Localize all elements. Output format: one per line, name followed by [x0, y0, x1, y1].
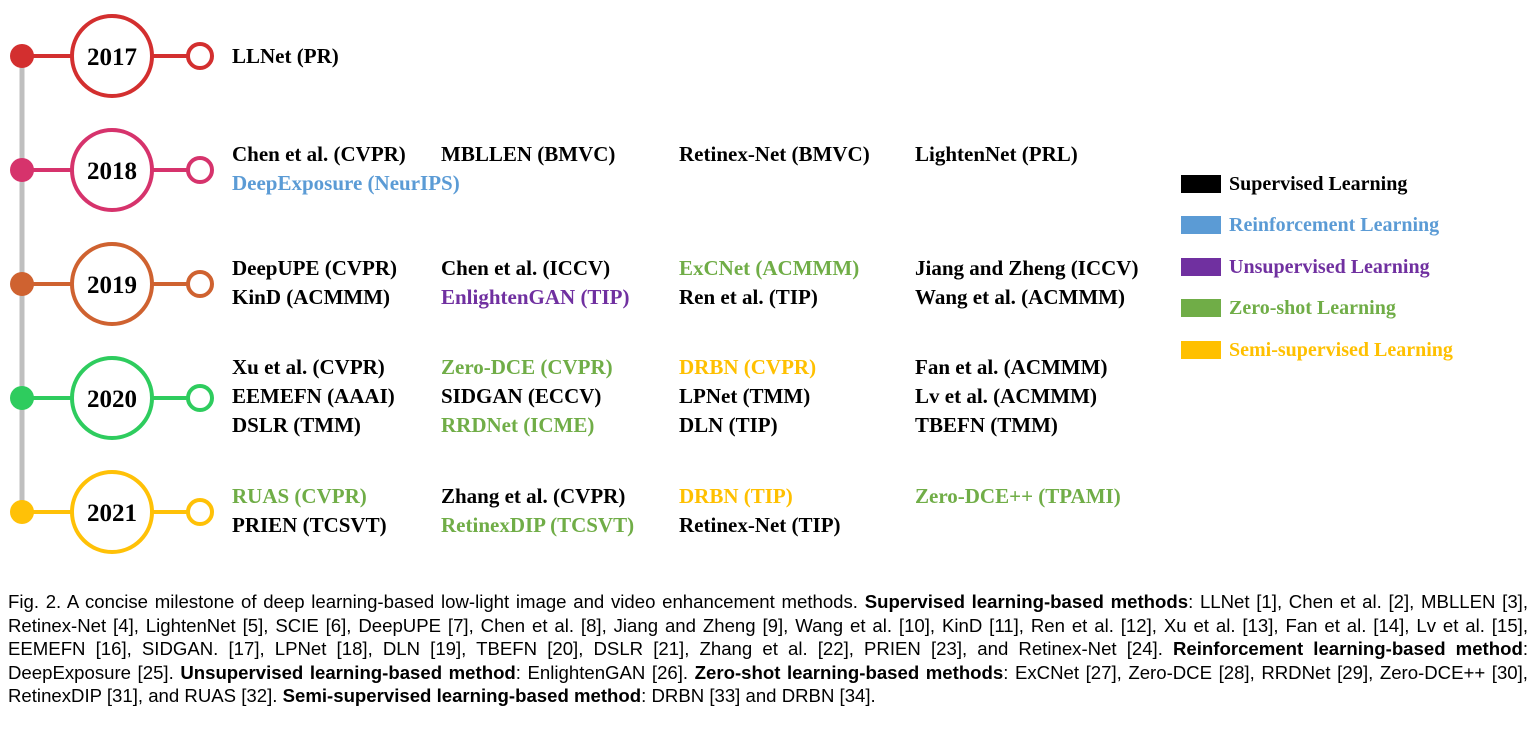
method-label: EnlightenGAN (TIP) [441, 284, 630, 309]
timeline-dot [10, 158, 34, 182]
timeline-graphic: 2017 2018 2019 2020 2021 [10, 14, 214, 554]
caption-reinforcement-text: : DeepExposure [25]. [8, 638, 1528, 683]
year-label: 2020 [87, 386, 137, 413]
method-label: ExCNet (ACMMM) [679, 255, 860, 280]
method-label: DRBN (CVPR) [679, 355, 817, 379]
method-label: Zero-DCE (CVPR) [441, 355, 613, 379]
legend-label: Semi-supervised Learning [1229, 339, 1453, 361]
method-label: RUAS (CVPR) [232, 483, 367, 508]
method-label: EEMEFN (AAAI) [232, 384, 395, 408]
method-label: DSLR (TMM) [232, 413, 361, 437]
legend-label: Supervised Learning [1229, 173, 1408, 195]
legend-swatch [1181, 258, 1221, 276]
method-label: Wang et al. (ACMMM) [915, 284, 1125, 309]
year-label: 2018 [87, 158, 137, 185]
method-label: Retinex-Net (BMVC) [679, 141, 870, 166]
legend-label: Unsupervised Learning [1229, 256, 1430, 278]
timeline-end-ring [186, 498, 214, 526]
legend-swatch [1181, 216, 1221, 234]
timeline-end-ring [186, 42, 214, 70]
method-label: KinD (ACMMM) [232, 284, 391, 309]
method-label: Jiang and Zheng (ICCV) [915, 255, 1139, 280]
method-label: LightenNet (PRL) [915, 141, 1078, 166]
year-label: 2021 [87, 500, 137, 527]
method-label: RetinexDIP (TCSVT) [441, 512, 635, 537]
method-label: RRDNet (ICME) [441, 413, 595, 437]
timeline-end-ring [186, 384, 214, 412]
method-label: Zero-DCE++ (TPAMI) [915, 483, 1121, 508]
method-label: DeepExposure (NeurIPS) [232, 170, 460, 195]
method-label: TBEFN (TMM) [915, 413, 1058, 437]
year-label: 2017 [87, 44, 137, 71]
caption-zero-shot-text: : ExCNet [27], Zero-DCE [28], RRDNet [29… [8, 661, 1528, 707]
timeline-end-ring [186, 270, 214, 298]
legend-swatch [1181, 299, 1221, 317]
timeline-dot [10, 500, 34, 524]
methods-layer: LLNet (PR) Chen et al. (CVPR) MBLLEN (BMVC… [232, 44, 1139, 537]
legend-swatch [1181, 341, 1221, 359]
method-label: SIDGAN (ECCV) [441, 384, 602, 408]
caption-reinforcement-heading: Reinforcement learning-based method [1173, 638, 1523, 660]
method-label: PRIEN (TCSVT) [232, 512, 387, 537]
method-label: Lv et al. (ACMMM) [915, 384, 1097, 408]
method-label: LPNet (TMM) [679, 384, 811, 408]
method-label: LLNet (PR) [232, 44, 339, 68]
method-label: Retinex-Net (TIP) [679, 512, 841, 537]
method-label: DeepUPE (CVPR) [232, 255, 398, 280]
year-label: 2019 [87, 272, 137, 299]
method-label: Xu et al. (CVPR) [232, 355, 385, 379]
caption-semi-heading: Semi-supervised learning-based method [282, 685, 642, 707]
method-label: Ren et al. (TIP) [679, 284, 818, 309]
method-label: DRBN (TIP) [679, 483, 793, 508]
figure-caption: Fig. 2. A concise milestone of deep lear… [8, 590, 1528, 708]
method-label: Zhang et al. (CVPR) [441, 483, 626, 508]
timeline-dot [10, 272, 34, 296]
caption-unsupervised-text: : EnlightenGAN [26]. [515, 661, 689, 683]
method-label: MBLLEN (BMVC) [441, 141, 616, 166]
timeline-end-ring [186, 156, 214, 184]
caption-zero-shot-heading: Zero-shot learning-based methods [694, 661, 1004, 683]
method-label: DLN (TIP) [679, 413, 778, 437]
milestone-diagram: 2017 2018 2019 2020 2021 LLNet (PR) Chen et a… [10, 14, 1453, 554]
caption-supervised-heading: Supervised learning-based methods [864, 591, 1189, 612]
caption-intro: Fig. 2. A concise milestone of deep lear… [8, 591, 858, 612]
legend-label: Reinforcement Learning [1229, 214, 1440, 236]
method-label: Chen et al. (ICCV) [441, 255, 611, 280]
caption-supervised-text: : LLNet [1], Chen et al. [2], MBLLEN [3]… [8, 591, 1528, 660]
caption-semi-text: : DRBN [33] and DRBN [34]. [641, 685, 876, 707]
legend-label: Zero-shot Learning [1229, 297, 1396, 319]
method-label: Fan et al. (ACMMM) [915, 355, 1108, 379]
timeline-dot [10, 386, 34, 410]
timeline-dot [10, 44, 34, 68]
caption-unsupervised-heading: Unsupervised learning-based method [180, 661, 516, 683]
method-label: Chen et al. (CVPR) [232, 141, 406, 166]
legend-swatch [1181, 175, 1221, 193]
